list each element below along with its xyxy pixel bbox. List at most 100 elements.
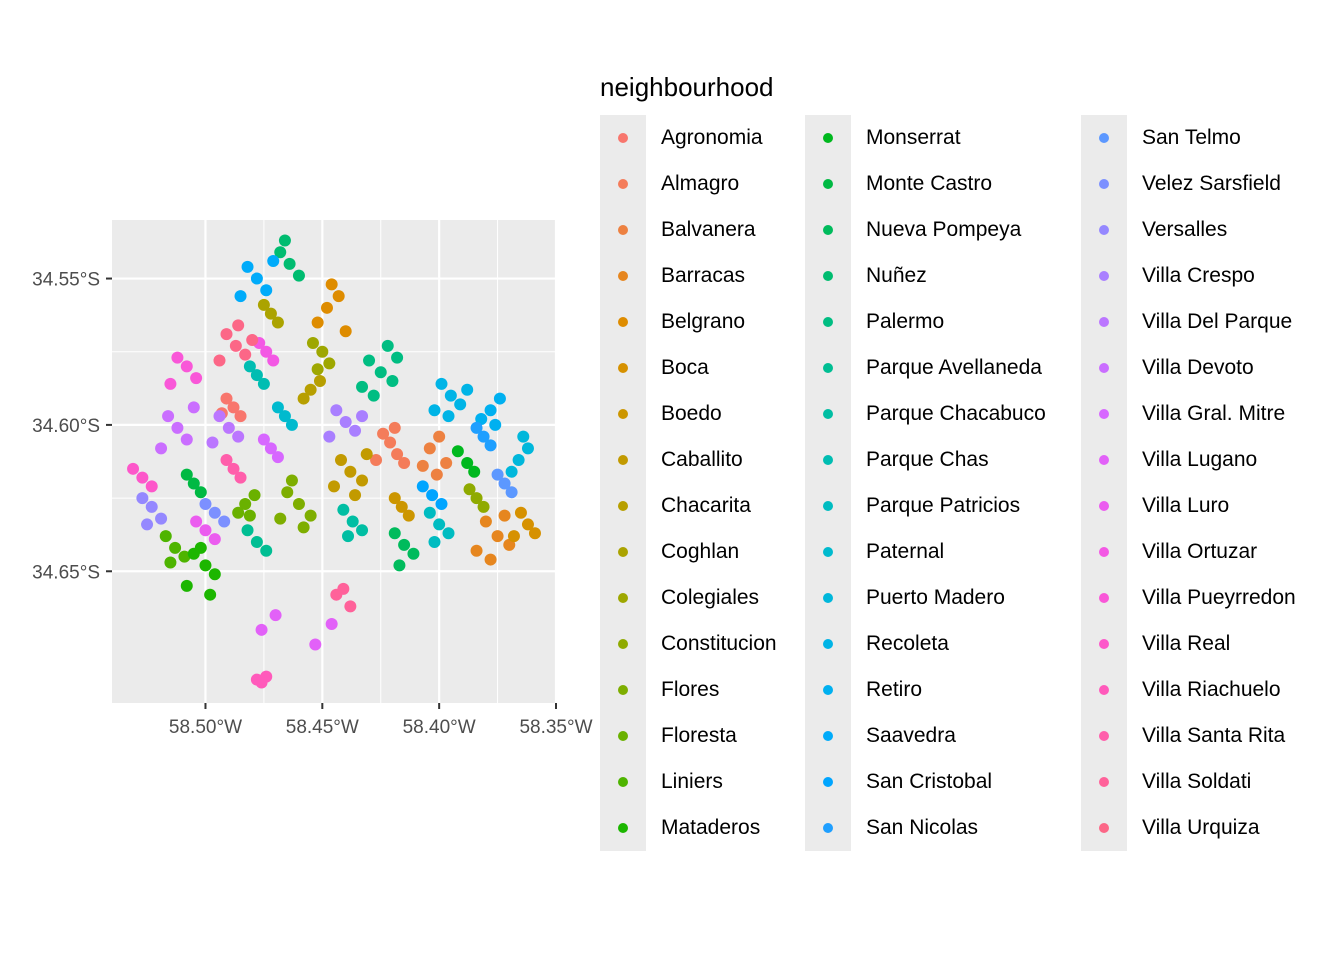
data-point <box>278 234 291 247</box>
data-point <box>292 497 305 510</box>
data-point <box>489 418 502 431</box>
legend-key-dot <box>1099 547 1109 557</box>
legend-label: Villa Gral. Mitre <box>1142 402 1286 425</box>
data-point <box>498 509 511 522</box>
legend-key-dot <box>1099 179 1109 189</box>
data-point <box>325 278 338 291</box>
data-point <box>435 377 448 390</box>
data-point <box>257 298 270 311</box>
data-point <box>250 369 263 382</box>
data-point <box>257 377 270 390</box>
data-point <box>206 436 219 449</box>
data-point <box>178 550 191 563</box>
legend-key <box>600 391 646 437</box>
legend-label: Paternal <box>866 540 945 563</box>
data-point <box>477 500 490 513</box>
data-point <box>521 442 534 455</box>
legend-key-dot <box>618 409 628 419</box>
legend-label: Boedo <box>661 402 722 425</box>
legend-key-dot <box>823 639 833 649</box>
data-point <box>433 430 446 443</box>
data-point <box>292 269 305 282</box>
data-point <box>127 462 140 475</box>
data-point <box>241 260 254 273</box>
data-point <box>505 486 518 499</box>
data-point <box>381 339 394 352</box>
legend-key-dot <box>618 731 628 741</box>
data-point <box>323 357 336 370</box>
legend-label: Villa Riachuelo <box>1142 678 1281 701</box>
data-point <box>281 486 294 499</box>
legend-key-dot <box>1099 271 1109 281</box>
data-point <box>248 489 261 502</box>
legend-key <box>1081 805 1127 851</box>
data-point <box>257 433 270 446</box>
data-point <box>325 617 338 630</box>
data-point <box>227 462 240 475</box>
data-point <box>145 480 158 493</box>
data-point <box>234 471 247 484</box>
data-point <box>339 325 352 338</box>
legend-key <box>805 713 851 759</box>
legend-label: Almagro <box>661 172 740 195</box>
data-point <box>208 568 221 581</box>
data-point <box>169 541 182 554</box>
legend-label: Villa Luro <box>1142 494 1230 517</box>
legend-label: Villa Pueyrredon <box>1142 586 1296 609</box>
legend-key <box>805 483 851 529</box>
y-tick-label: 34.60°S <box>32 416 100 437</box>
scatter-plot: 58.50°W 58.45°W 58.40°W 58.35°W 34.55°S 34.60… <box>32 220 593 738</box>
legend-key <box>600 115 646 161</box>
legend-key <box>1081 253 1127 299</box>
data-point <box>239 348 252 361</box>
data-point <box>463 483 476 496</box>
data-point <box>323 430 336 443</box>
legend-key-dot <box>823 593 833 603</box>
map-plot: 58.50°W 58.45°W 58.40°W 58.35°W 34.55°S 34.60… <box>0 0 600 960</box>
legend-key-dot <box>823 685 833 695</box>
legend-key <box>600 299 646 345</box>
legend-key <box>805 391 851 437</box>
data-point <box>194 541 207 554</box>
data-point <box>330 404 343 417</box>
legend-key <box>1081 437 1127 483</box>
data-point <box>190 372 203 385</box>
legend-key-dot <box>1099 501 1109 511</box>
data-point <box>398 538 411 551</box>
legend-key-dot <box>1099 225 1109 235</box>
data-point <box>264 307 277 320</box>
data-point <box>255 623 268 636</box>
legend-key <box>805 437 851 483</box>
data-point <box>241 524 254 537</box>
legend-key <box>805 161 851 207</box>
data-point <box>428 536 441 548</box>
legend-key <box>1081 759 1127 805</box>
legend-key-dot <box>618 823 628 833</box>
data-point <box>271 316 284 329</box>
legend-label: Palermo <box>866 310 945 333</box>
data-point <box>344 465 357 478</box>
data-point <box>521 518 534 531</box>
legend-key-dot <box>618 777 628 787</box>
data-point <box>141 518 154 531</box>
legend-key <box>805 207 851 253</box>
legend-key-dot <box>823 317 833 327</box>
data-point <box>316 345 329 358</box>
data-point <box>470 492 483 505</box>
data-point <box>213 410 226 423</box>
data-point <box>194 486 207 499</box>
legend-key-dot <box>823 455 833 465</box>
data-point <box>159 530 172 543</box>
data-point <box>335 454 348 467</box>
legend-label: Villa Real <box>1142 632 1231 655</box>
data-point <box>349 424 362 437</box>
data-point <box>260 345 273 358</box>
data-point <box>232 430 245 443</box>
data-point <box>342 530 355 543</box>
legend-label: Villa Lugano <box>1142 448 1258 471</box>
legend-key-dot <box>618 225 628 235</box>
data-point <box>220 392 233 405</box>
data-point <box>470 544 483 557</box>
legend-label: Chacarita <box>661 494 751 517</box>
data-point <box>461 383 474 396</box>
